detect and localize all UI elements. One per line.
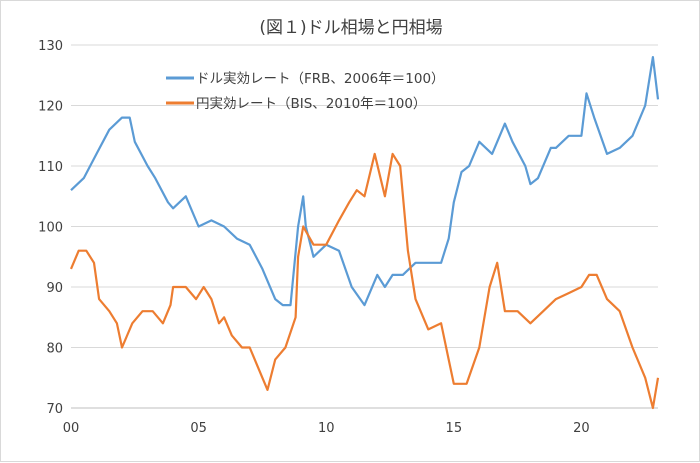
x-tick-label: 10 <box>318 421 335 436</box>
legend-label: 円実効レート（BIS、2010年＝100） <box>196 96 426 112</box>
y-tick-label: 130 <box>38 39 63 54</box>
series-line <box>70 55 660 307</box>
y-tick-label: 80 <box>46 342 63 357</box>
x-tick-label: 05 <box>190 421 207 436</box>
x-tick-label: 20 <box>573 421 590 436</box>
x-tick-label: 15 <box>446 421 463 436</box>
legend-label: ドル実効レート（FRB、2006年＝100） <box>196 71 445 87</box>
chart-title: (図１)ドル相場と円相場 <box>259 18 442 38</box>
series-line <box>69 152 660 410</box>
y-tick-label: 110 <box>38 160 63 175</box>
y-tick-label: 90 <box>46 281 63 296</box>
y-tick-label: 100 <box>38 221 63 236</box>
x-tick-label: 00 <box>63 421 80 436</box>
y-tick-label: 70 <box>46 402 63 417</box>
y-tick-label: 120 <box>38 100 63 115</box>
